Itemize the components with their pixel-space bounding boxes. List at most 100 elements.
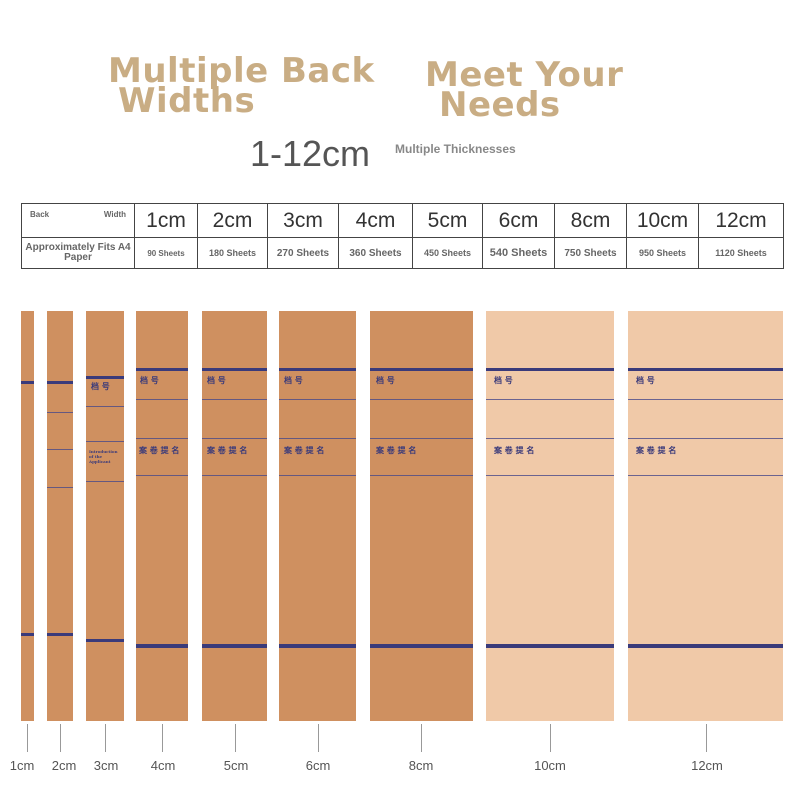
spine-rule: [628, 399, 783, 400]
spine-top-line: [279, 368, 356, 371]
spine-file-no-label: 档 号: [284, 375, 303, 385]
spec-sheets-cell: 750 Sheets: [554, 237, 627, 269]
spec-width-cell: 6cm: [482, 203, 555, 238]
spine-rule: [486, 475, 614, 476]
width-label-6cm: 6cm: [305, 758, 331, 773]
spine-rule: [279, 399, 356, 400]
spec-sheets-cell: 360 Sheets: [338, 237, 413, 269]
spine-bottom-line: [370, 644, 473, 648]
spine-rule: [47, 487, 73, 488]
width-tick: [550, 724, 551, 752]
width-label-8cm: 8cm: [408, 758, 434, 773]
thicknesses-caption: Multiple Thicknesses: [395, 142, 516, 156]
spine-top-line: [86, 376, 124, 379]
spine-file-no-label: 档 号: [376, 375, 395, 385]
spine-title-label: 案 卷 提 名: [139, 445, 180, 455]
fits-a4-label: Approximately Fits A4 Paper: [21, 237, 135, 269]
spine-file-no-label: 档 号: [636, 375, 655, 385]
headline-left-line2: Widths: [118, 81, 256, 121]
spine-title-label: 案 卷 提 名: [207, 445, 248, 455]
spine-rule: [86, 481, 124, 482]
spine-rule: [279, 438, 356, 439]
width-label-3cm: 3cm: [93, 758, 119, 773]
spine-top-line: [628, 368, 783, 371]
spine-top-line: [136, 368, 188, 371]
width-label: Width: [103, 210, 126, 219]
width-label-2cm: 2cm: [51, 758, 77, 773]
spine-title-label: 案 卷 提 名: [376, 445, 417, 455]
spine-1cm: [21, 311, 34, 721]
width-tick: [27, 724, 28, 752]
spine-rule: [202, 438, 267, 439]
width-tick: [235, 724, 236, 752]
spec-width-cell: 8cm: [554, 203, 627, 238]
spine-rule: [486, 438, 614, 439]
spine-bottom-line: [628, 644, 783, 648]
spine-bottom-line: [86, 639, 124, 642]
spine-6cm: 档 号 案 卷 提 名: [279, 311, 356, 721]
back-label: Back: [30, 210, 50, 219]
headline-right-line1: Meet Your: [425, 55, 624, 95]
width-tick: [105, 724, 106, 752]
width-label-1cm: 1cm: [9, 758, 35, 773]
spine-bottom-line: [279, 644, 356, 648]
spine-4cm: 档 号 案 卷 提 名: [136, 311, 188, 721]
width-label-4cm: 4cm: [150, 758, 176, 773]
spine-top-line: [202, 368, 267, 371]
spine-8cm: 档 号 案 卷 提 名: [370, 311, 473, 721]
spec-sheets-cell: 950 Sheets: [626, 237, 699, 269]
spec-sheets-cell: 90 Sheets: [134, 237, 198, 269]
spine-rule: [47, 449, 73, 450]
spec-width-cell: 5cm: [412, 203, 483, 238]
spine-title-label: 案 卷 提 名: [636, 445, 677, 455]
spec-sheets-cell: 1120 Sheets: [698, 237, 784, 269]
spec-sheets-row: Approximately Fits A4 Paper 90 Sheets 18…: [21, 237, 784, 269]
headline-right-line2: Needs: [439, 85, 561, 125]
spine-file-no-label: 档 号: [494, 375, 513, 385]
spine-rule: [202, 399, 267, 400]
spine-top-line: [47, 381, 73, 384]
spine-rule: [136, 438, 188, 439]
spine-title-label: 案 卷 提 名: [284, 445, 325, 455]
spec-width-cell: 1cm: [134, 203, 198, 238]
spec-sheets-cell: 180 Sheets: [197, 237, 268, 269]
spine-top-line: [21, 381, 34, 384]
spine-10cm: 档 号 案 卷 提 名: [486, 311, 614, 721]
spine-5cm: 档 号 案 卷 提 名: [202, 311, 267, 721]
spec-sheets-cell: 450 Sheets: [412, 237, 483, 269]
spine-rule: [486, 399, 614, 400]
spine-title-label: 案 卷 提 名: [494, 445, 535, 455]
spine-bottom-line: [486, 644, 614, 648]
spine-rule: [136, 475, 188, 476]
spine-file-no-label: 档 号: [91, 381, 110, 391]
spine-bottom-line: [136, 644, 188, 648]
spine-12cm: 档 号 案 卷 提 名: [628, 311, 783, 721]
spine-rule: [136, 399, 188, 400]
spine-2cm: [47, 311, 73, 721]
width-label-5cm: 5cm: [223, 758, 249, 773]
spec-width-row: Back Width 1cm 2cm 3cm 4cm 5cm 6cm 8cm 1…: [21, 203, 784, 238]
headline-left-line1: Multiple Back: [108, 51, 375, 91]
width-range: 1-12cm: [250, 133, 371, 174]
spine-top-line: [370, 368, 473, 371]
spine-3cm: 档 号 Introduction of the Applicant: [86, 311, 124, 721]
spec-table: Back Width 1cm 2cm 3cm 4cm 5cm 6cm 8cm 1…: [21, 203, 784, 269]
spec-width-cell: 12cm: [698, 203, 784, 238]
spine-rule: [628, 438, 783, 439]
spec-width-cell: 3cm: [267, 203, 339, 238]
spec-width-cell: 2cm: [197, 203, 268, 238]
spine-rule: [47, 412, 73, 413]
width-label-10cm: 10cm: [534, 758, 566, 773]
spine-small-label: Introduction of the Applicant: [89, 449, 118, 464]
spec-width-cell: 10cm: [626, 203, 699, 238]
spine-bottom-line: [47, 633, 73, 636]
spine-rule: [86, 441, 124, 442]
spine-rule: [370, 399, 473, 400]
spine-file-no-label: 档 号: [207, 375, 226, 385]
width-tick: [421, 724, 422, 752]
spec-width-cell: 4cm: [338, 203, 413, 238]
width-tick: [162, 724, 163, 752]
spec-sheets-cell: 270 Sheets: [267, 237, 339, 269]
width-tick: [60, 724, 61, 752]
spine-bottom-line: [21, 633, 34, 636]
